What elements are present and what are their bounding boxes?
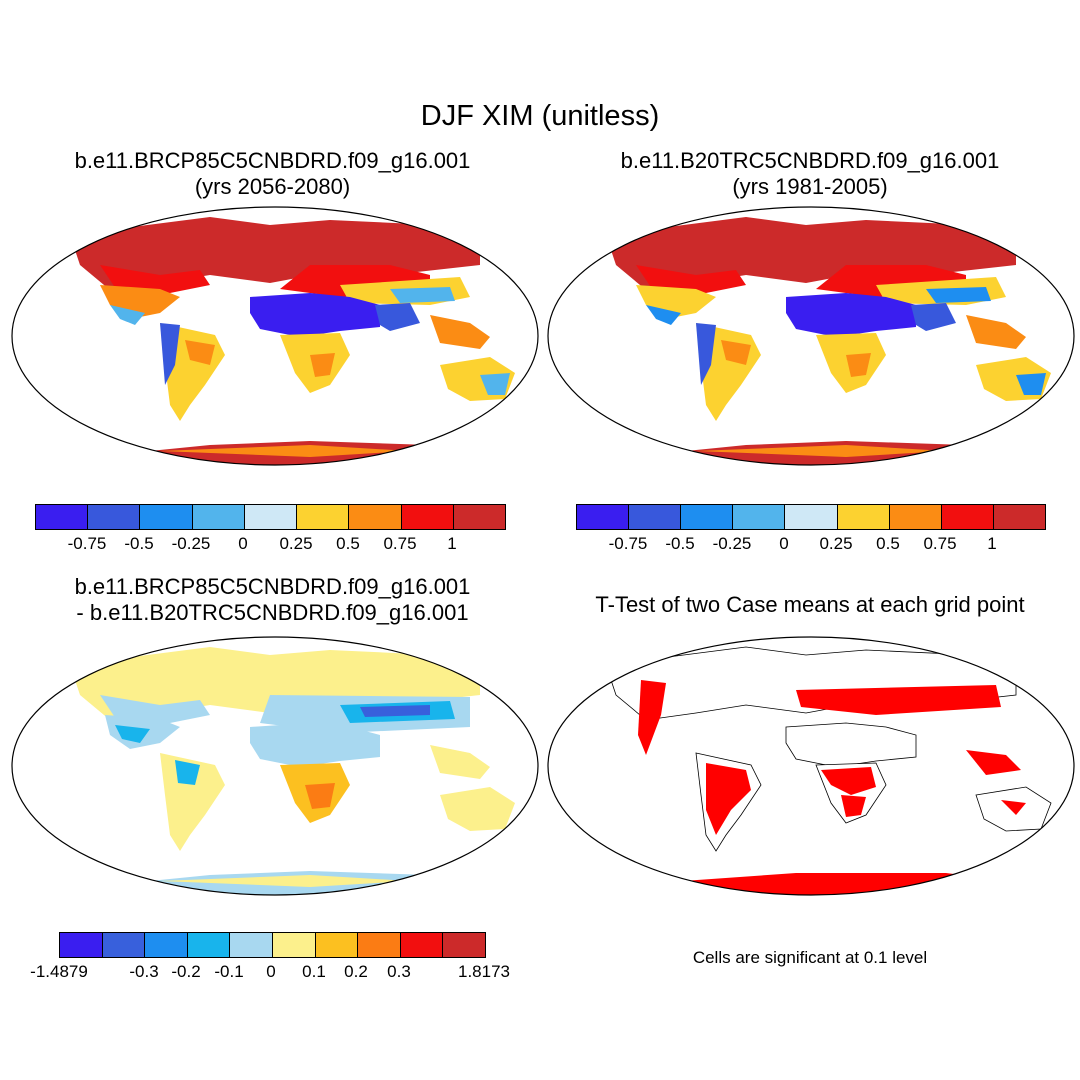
panel1-colorbar-swatch xyxy=(401,505,454,529)
panel3-colorbar-swatch xyxy=(102,933,146,957)
panel1-colorbar-label: 0.75 xyxy=(383,534,417,553)
panel3-colorbar-swatch xyxy=(315,933,359,957)
panel2-colorbar-label: 0.5 xyxy=(876,534,900,553)
panel1-colorbar-swatch xyxy=(297,505,350,529)
panel3-colorbar-swatch xyxy=(400,933,444,957)
panel1-colorbar-label: 0 xyxy=(238,534,248,553)
panel4-title-line1: T-Test of two Case means at each grid po… xyxy=(595,592,1025,617)
panel1-colorbar-label: -0.75 xyxy=(67,534,107,553)
panel1-title-line2: (yrs 2056-2080) xyxy=(194,174,351,199)
panel3-colorbar-swatch xyxy=(145,933,188,957)
panel3-colorbar-label: 0.3 xyxy=(387,962,411,981)
panel3-colorbar-label: 0.1 xyxy=(302,962,326,981)
panel4-land xyxy=(605,646,1052,895)
panel2-colorbar-label: 0 xyxy=(779,534,789,553)
panel3-colorbar-label: 0 xyxy=(266,962,276,981)
panel2-land xyxy=(606,217,1051,465)
panel2-colorbar-label: 0.75 xyxy=(923,534,957,553)
panel1-colorbar-swatch xyxy=(244,505,298,529)
panel1-colorbar-swatch xyxy=(453,505,505,529)
panel1-colorbar-label: 0.25 xyxy=(279,534,313,553)
panel1-colorbar-labels: -0.75 -0.5 -0.25 0 0.25 0.5 0.75 1 xyxy=(35,534,504,556)
panel1-colorbar-label: 1 xyxy=(447,534,457,553)
panel3-colorbar-label: -0.2 xyxy=(171,962,201,981)
panel3-colorbar-label: -1.4879 xyxy=(30,962,88,981)
panel2-colorbar-swatch xyxy=(733,505,786,529)
panel1-colorbar-swatch xyxy=(36,505,89,529)
panel3-title-line1: b.e11.BRCP85C5CNBDRD.f09_g16.001 xyxy=(74,574,471,599)
panel2-title-line2: (yrs 1981-2005) xyxy=(732,174,888,199)
panel2-colorbar-swatch xyxy=(889,505,942,529)
panel3-title: b.e11.BRCP85C5CNBDRD.f09_g16.001 - b.e11… xyxy=(0,574,545,626)
panel3-land xyxy=(70,647,515,895)
panel1-colorbar-swatch xyxy=(88,505,141,529)
panel1-map xyxy=(11,206,539,466)
panel2-map xyxy=(547,206,1075,466)
panel1-colorbar-label: 0.5 xyxy=(336,534,360,553)
panel3-map-border xyxy=(11,636,539,896)
panel3-colorbar-label: 0.2 xyxy=(344,962,368,981)
panel2-colorbar-swatch xyxy=(629,505,682,529)
panel3-colorbar-swatch xyxy=(272,933,316,957)
panel2-colorbar-label: 0.25 xyxy=(819,534,853,553)
panel4-map-border xyxy=(547,636,1075,896)
panel3-map xyxy=(11,636,539,896)
figure-title: DJF XIM (unitless) xyxy=(420,100,660,132)
panel2-colorbar xyxy=(576,504,1046,530)
panel2-map-border xyxy=(547,206,1075,466)
panel1-colorbar-swatch xyxy=(140,505,193,529)
panel3-colorbar-swatch xyxy=(358,933,401,957)
panel1-colorbar-swatch xyxy=(349,505,402,529)
panel3-title-line2: - b.e11.B20TRC5CNBDRD.f09_g16.001 xyxy=(76,600,469,625)
panel1-colorbar xyxy=(35,504,506,530)
panel3-colorbar xyxy=(59,932,486,958)
panel2-colorbar-label: -0.5 xyxy=(665,534,695,553)
panel1-title-line1: b.e11.BRCP85C5CNBDRD.f09_g16.001 xyxy=(74,148,471,173)
panel1-colorbar-label: -0.25 xyxy=(171,534,211,553)
panel2-colorbar-swatch xyxy=(577,505,630,529)
panel3-colorbar-labels: -1.4879 -0.3 -0.2 -0.1 0 0.1 0.2 0.3 1.8… xyxy=(30,962,510,984)
panel4-title: T-Test of two Case means at each grid po… xyxy=(540,592,1080,618)
panel2-colorbar-label: -0.25 xyxy=(712,534,752,553)
panel1-map-border xyxy=(11,206,539,466)
panel2-colorbar-labels: -0.75 -0.5 -0.25 0 0.25 0.5 0.75 1 xyxy=(576,534,1044,556)
panel3-colorbar-label: -0.1 xyxy=(214,962,244,981)
panel2-colorbar-swatch xyxy=(993,505,1045,529)
panel2-colorbar-swatch xyxy=(837,505,890,529)
panel2-colorbar-swatch xyxy=(681,505,734,529)
panel2-colorbar-label: -0.75 xyxy=(608,534,648,553)
panel2-title-line1: b.e11.B20TRC5CNBDRD.f09_g16.001 xyxy=(620,148,1000,173)
panel1-title: b.e11.BRCP85C5CNBDRD.f09_g16.001 (yrs 20… xyxy=(0,148,545,200)
panel3-colorbar-swatch xyxy=(230,933,273,957)
panel1-land xyxy=(70,217,515,465)
panel4-map xyxy=(547,636,1075,896)
panel3-colorbar-swatch xyxy=(187,933,231,957)
panel3-colorbar-label: 1.8173 xyxy=(458,962,510,981)
panel2-title: b.e11.B20TRC5CNBDRD.f09_g16.001 (yrs 198… xyxy=(540,148,1080,200)
panel1-colorbar-swatch xyxy=(192,505,245,529)
panel3-colorbar-swatch xyxy=(443,933,485,957)
panel1-colorbar-label: -0.5 xyxy=(124,534,154,553)
panel2-colorbar-label: 1 xyxy=(987,534,997,553)
panel2-colorbar-swatch xyxy=(785,505,838,529)
panel3-colorbar-label: -0.3 xyxy=(129,962,159,981)
significance-note: Cells are significant at 0.1 level xyxy=(692,948,928,967)
panel2-colorbar-swatch xyxy=(941,505,994,529)
panel3-colorbar-swatch xyxy=(60,933,103,957)
